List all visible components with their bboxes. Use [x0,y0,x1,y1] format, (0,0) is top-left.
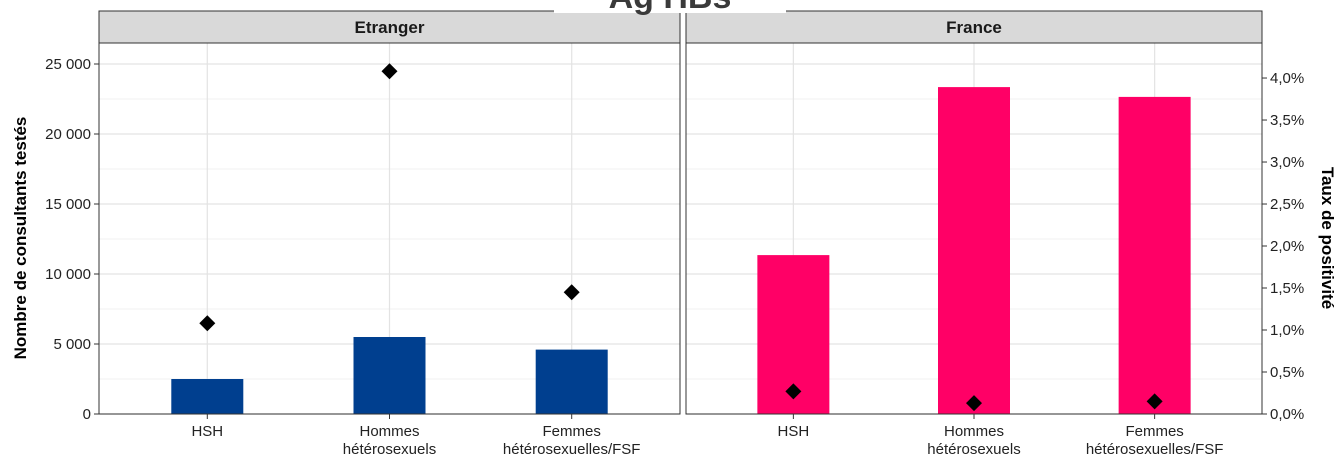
bar [353,337,426,414]
x-tick-label: hétérosexuels [343,441,436,458]
y-tick-label: 25 000 [45,56,91,73]
x-tick-label: hétérosexuelles/FSF [503,441,641,458]
bar [535,349,608,414]
x-tick-label: Hommes [359,423,419,440]
y2-tick-label: 0,0% [1270,406,1304,423]
y2-tick-label: 1,0% [1270,322,1304,339]
bar [1118,96,1191,415]
y2-tick-label: 4,0% [1270,70,1304,87]
rate-point [563,284,580,301]
y-tick-label: 15 000 [45,196,91,213]
rate-point [199,315,216,332]
y2-tick-label: 1,5% [1270,280,1304,297]
y-tick-label: 0 [83,406,91,423]
y-tick-label: 10 000 [45,266,91,283]
points-layer [199,63,1163,412]
x-tick-label: Hommes [944,423,1004,440]
rate-point [785,383,802,400]
title-background [554,0,786,13]
y2-tick-label: 0,5% [1270,364,1304,381]
x-tick-label: Femmes [543,423,601,440]
y2-tick-label: 2,5% [1270,196,1304,213]
facet-strip-label: France [946,18,1002,37]
x-tick-label: HSH [778,423,810,440]
x-tick-label: hétérosexuels [927,441,1020,458]
facet-strip [685,10,1263,44]
bar [938,87,1010,414]
chart-title: Ag HBs [609,0,732,16]
x-tick-label: HSH [191,423,223,440]
facet-strip [98,10,681,44]
facet-strip-label: Etranger [355,18,425,37]
rate-point [381,63,398,80]
y2-axis-title: Taux de positivité [1318,167,1337,309]
frame-layer [94,10,1267,419]
y2-tick-label: 2,0% [1270,238,1304,255]
rate-point [1146,393,1163,410]
y-tick-label: 5 000 [53,336,91,353]
x-tick-label: Femmes [1125,423,1183,440]
y-axis-title: Nombre de consultants testés [11,117,30,360]
y2-tick-label: 3,5% [1270,112,1304,129]
rate-point [966,395,982,412]
y-tick-label: 20 000 [45,126,91,143]
bar [171,379,244,414]
y2-tick-label: 3,0% [1270,154,1304,171]
x-tick-label: hétérosexuelles/FSF [1086,441,1224,458]
